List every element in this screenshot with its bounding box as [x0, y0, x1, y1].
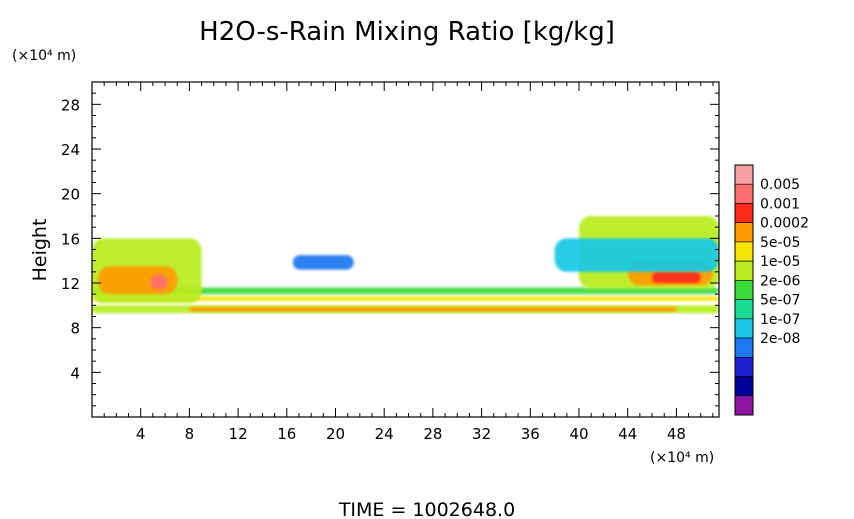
colorbar-swatch — [734, 299, 754, 320]
x-tick-label: 8 — [185, 425, 195, 443]
colorbar-label: 5e-05 — [760, 235, 800, 251]
contour-region-7 — [292, 255, 354, 270]
colorbar-label: 2e-08 — [760, 331, 800, 347]
contour-fill-area — [92, 216, 719, 314]
y-axis-label: Height — [29, 219, 51, 282]
y-tick-label: 4 — [70, 364, 80, 382]
colorbar-swatch — [734, 280, 754, 300]
y-tick-label: 8 — [70, 320, 80, 338]
y-axis-unit: (×10⁴ m) — [12, 48, 76, 64]
x-tick-label: 4 — [136, 425, 146, 443]
colorbar-label: 0.001 — [760, 196, 800, 212]
contour-region-10 — [652, 271, 701, 283]
colorbar-swatch — [734, 337, 754, 358]
colorbar-swatch — [734, 318, 754, 339]
x-tick-label: 40 — [569, 425, 588, 443]
x-tick-label: 28 — [423, 425, 442, 443]
colorbar-label: 1e-07 — [760, 312, 800, 328]
y-tick-label: 16 — [61, 230, 80, 248]
colorbar-label: 0.005 — [760, 177, 800, 193]
colorbar-swatch — [734, 376, 754, 397]
y-tick-label: 24 — [61, 141, 80, 159]
chart-title: H2O-s-Rain Mixing Ratio [kg/kg] — [199, 17, 615, 47]
colorbar-label: 1e-05 — [760, 254, 800, 270]
x-tick-label: 48 — [667, 425, 686, 443]
contour-region-1 — [189, 307, 677, 312]
x-tick-label: 36 — [521, 425, 540, 443]
contour-region-6 — [150, 274, 168, 290]
contour-region-11 — [554, 238, 719, 272]
colorbar-swatch — [734, 260, 754, 281]
x-tick-label: 12 — [229, 425, 248, 443]
colorbar: 0.005 0.001 0.0002 5e-05 1e-05 2e-06 5e-07 1e-0… — [734, 164, 809, 416]
colorbar-swatch — [734, 395, 754, 416]
colorbar-frame — [734, 164, 754, 416]
x-tick-label: 32 — [472, 425, 491, 443]
y-tick-label: 28 — [61, 96, 80, 114]
colorbar-swatch — [734, 203, 754, 223]
contour-region-2 — [92, 296, 719, 301]
colorbar-swatch — [734, 164, 754, 185]
colorbar-label: 5e-07 — [760, 293, 800, 309]
x-tick-label: 20 — [326, 425, 345, 443]
y-tick-label: 20 — [61, 186, 80, 204]
colorbar-swatch — [734, 222, 754, 243]
x-axis-unit: (×10⁴ m) — [650, 450, 714, 466]
time-footer: TIME = 1002648.0 — [338, 499, 515, 519]
colorbar-label: 2e-06 — [760, 273, 800, 289]
x-tick-label: 16 — [277, 425, 296, 443]
colorbar-swatch — [734, 357, 754, 377]
colorbar-swatch — [734, 183, 754, 204]
contour-region-3 — [92, 287, 719, 295]
colorbar-swatch — [734, 241, 754, 262]
colorbar-label: 0.0002 — [760, 216, 809, 232]
y-tick-label: 12 — [61, 275, 80, 293]
x-tick-label: 24 — [375, 425, 394, 443]
x-tick-label: 44 — [618, 425, 637, 443]
